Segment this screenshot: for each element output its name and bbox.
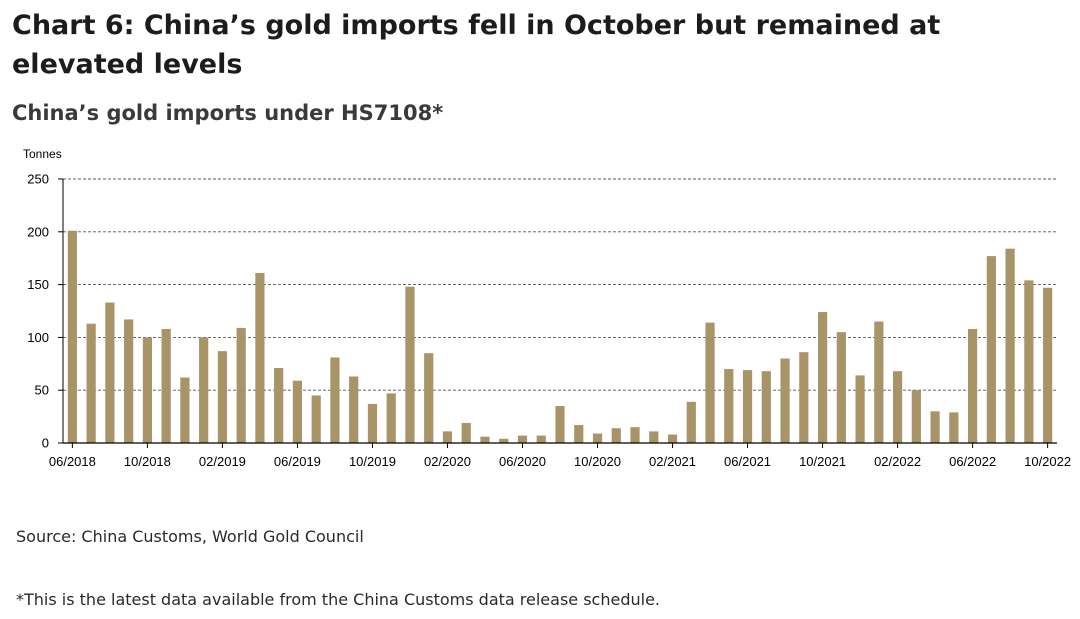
y-tick-label: 200	[27, 224, 49, 239]
bar-05/2020	[499, 438, 509, 443]
bar-10/2020	[592, 433, 603, 443]
bar-08/2021	[780, 358, 790, 443]
bar-03/2019	[236, 327, 246, 443]
bar-05/2019	[274, 368, 284, 443]
bar-08/2020	[555, 406, 565, 443]
bar-05/2022	[949, 412, 959, 443]
bar-09/2020	[574, 425, 584, 443]
y-axis-label: Tonnes	[23, 147, 62, 161]
bar-07/2021	[761, 371, 771, 443]
x-tick-label: 02/2019	[199, 454, 246, 469]
bar-03/2022	[911, 390, 921, 443]
bar-02/2019	[217, 351, 228, 443]
chart-area: Tonnes 0 50 100 150 200 250 06/2018 10/2018 02/2…	[0, 140, 1080, 480]
bar-11/2019	[386, 393, 396, 443]
bar-03/2021	[686, 401, 696, 443]
x-tick-label: 06/2020	[499, 454, 546, 469]
bar-09/2018	[124, 319, 134, 443]
bar-12/2019	[405, 286, 415, 443]
bar-10/2019	[367, 403, 378, 443]
bar-01/2021	[649, 431, 659, 443]
bar-02/2021	[667, 434, 678, 443]
bar-09/2019	[349, 376, 359, 443]
bar-07/2022	[986, 256, 996, 443]
y-tick-label: 250	[27, 172, 49, 187]
bar-08/2022	[1005, 248, 1015, 443]
bar-01/2022	[874, 321, 884, 443]
x-tick-label: 10/2022	[1024, 454, 1071, 469]
bar-chart: Tonnes 0 50 100 150 200 250 06/2018 10/2018 02/2…	[23, 147, 1071, 470]
bar-06/2019	[292, 380, 303, 443]
x-tick-label: 02/2022	[874, 454, 921, 469]
bar-12/2018	[180, 377, 190, 443]
source-note: Source: China Customs, World Gold Counci…	[16, 527, 364, 546]
bar-11/2021	[836, 332, 846, 443]
x-tick-label: 06/2021	[724, 454, 771, 469]
bar-06/2018	[67, 230, 77, 443]
y-tick-label: 150	[27, 277, 49, 292]
bar-10/2022	[1043, 287, 1053, 443]
x-tick-label: 10/2019	[349, 454, 396, 469]
x-tick-label: 02/2021	[649, 454, 696, 469]
bar-03/2020	[461, 422, 471, 443]
bar-08/2018	[105, 302, 115, 443]
x-tick-label: 06/2018	[49, 454, 96, 469]
bar-06/2021	[742, 370, 753, 443]
bars	[67, 230, 1053, 443]
bar-04/2019	[255, 272, 265, 443]
bar-06/2020	[517, 435, 528, 443]
bar-02/2022	[892, 371, 903, 443]
bar-01/2019	[199, 337, 209, 443]
bar-08/2019	[330, 357, 340, 443]
y-tick-label: 0	[42, 436, 49, 451]
tick-labels: 0 50 100 150 200 250 06/2018 10/2018 02/2019 06/2…	[27, 172, 1071, 470]
x-tick-label: 06/2022	[949, 454, 996, 469]
chart-title: Chart 6: China’s gold imports fell in Oc…	[12, 10, 941, 80]
bar-12/2020	[630, 427, 640, 443]
bar-09/2022	[1024, 280, 1034, 443]
bar-04/2022	[930, 411, 940, 443]
x-tick-label: 02/2020	[424, 454, 471, 469]
bar-10/2018	[142, 337, 152, 443]
x-tick-label: 10/2020	[574, 454, 621, 469]
y-tick-label: 100	[27, 330, 49, 345]
bar-07/2019	[311, 395, 321, 443]
bar-09/2021	[799, 352, 809, 443]
x-tick-label: 10/2021	[799, 454, 846, 469]
bar-07/2020	[536, 435, 546, 443]
bar-07/2018	[86, 323, 96, 443]
x-tick-label: 10/2018	[124, 454, 171, 469]
bar-11/2020	[611, 428, 621, 443]
bar-11/2018	[161, 328, 171, 443]
footnote: *This is the latest data available from …	[16, 590, 660, 609]
bar-10/2021	[817, 312, 828, 443]
x-tick-label: 06/2019	[274, 454, 321, 469]
gridlines	[63, 178, 1057, 391]
bar-05/2021	[724, 369, 734, 443]
axes	[58, 178, 1057, 448]
bar-04/2021	[705, 322, 715, 443]
bar-02/2020	[442, 431, 453, 443]
bar-04/2020	[480, 436, 490, 443]
chart-subtitle: China’s gold imports under HS7108*	[12, 101, 444, 125]
y-tick-label: 50	[35, 383, 49, 398]
bar-12/2021	[855, 375, 865, 443]
bar-06/2022	[968, 328, 978, 443]
bar-01/2020	[424, 353, 434, 443]
